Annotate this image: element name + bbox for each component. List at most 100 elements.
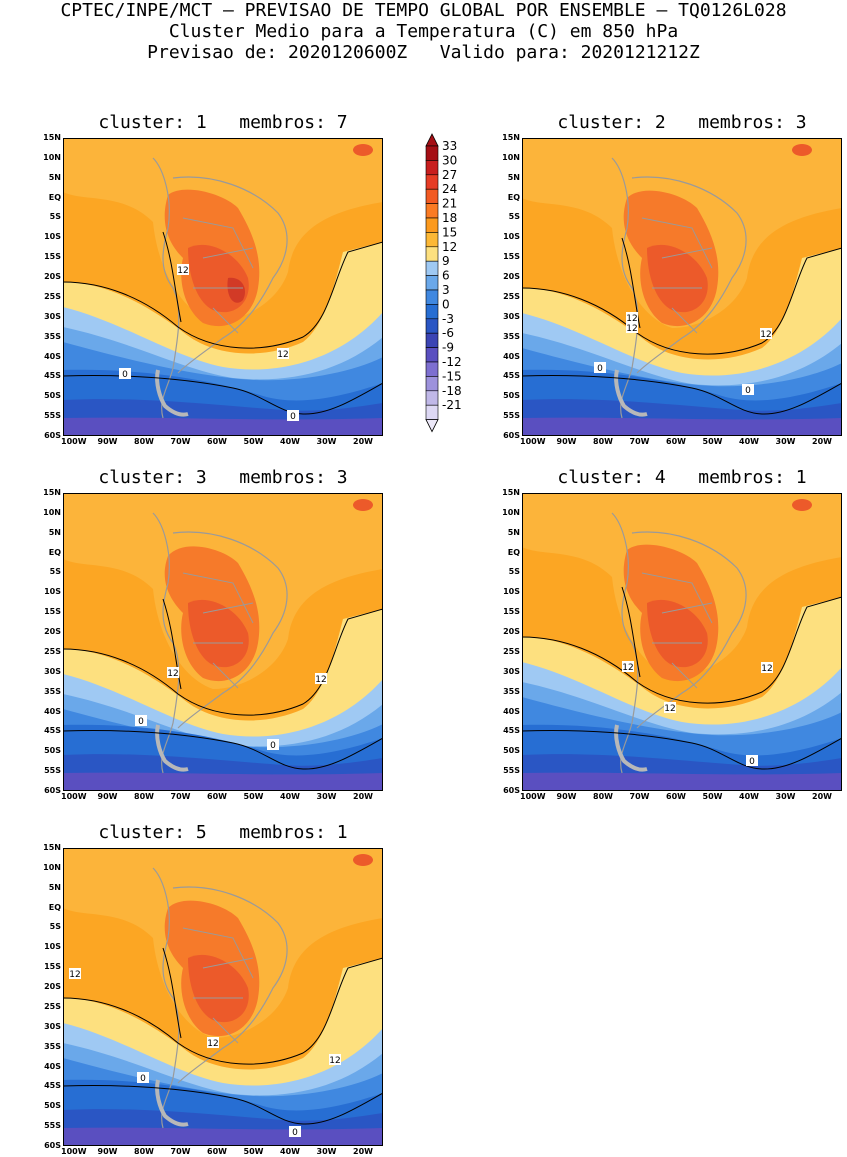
colorbar-label: 3 <box>442 283 450 297</box>
latitude-label: 35S <box>44 686 61 696</box>
colorbar-segment <box>425 289 439 305</box>
longitude-axis-labels: 100W 90W 80W 70W 60W 50W 40W 30W 20W <box>61 437 383 447</box>
colorbar-segment <box>425 160 439 176</box>
longitude-label: 90W <box>97 1147 118 1156</box>
longitude-label: 100W <box>61 792 87 801</box>
colorbar-segment <box>425 347 439 363</box>
colorbar-segment <box>425 203 439 219</box>
contour-label: 12 <box>69 968 81 980</box>
latitude-label: EQ <box>48 547 61 557</box>
longitude-label: 100W <box>61 1147 87 1156</box>
longitude-label: 30W <box>316 1147 337 1156</box>
latitude-label: 55S <box>44 766 61 776</box>
contour-label: 0 <box>135 715 147 727</box>
longitude-label: 100W <box>520 792 546 801</box>
colorbar-label: -6 <box>442 326 454 340</box>
latitude-label: 25S <box>44 646 61 656</box>
latitude-label: 5N <box>507 527 520 537</box>
latitude-label: 35S <box>44 331 61 341</box>
latitude-label: 40S <box>503 351 520 361</box>
svg-text:0: 0 <box>749 757 755 767</box>
contour-label: 12 <box>329 1054 341 1066</box>
colorbar-label: -18 <box>442 384 462 398</box>
latitude-label: 5N <box>507 172 520 182</box>
colorbar-label: -9 <box>442 341 454 355</box>
longitude-label: 30W <box>775 437 796 446</box>
temperature-map-3: 12 12 0 0 <box>63 493 383 791</box>
colorbar-label: -21 <box>442 398 462 412</box>
contour-label: 12 <box>626 312 638 324</box>
longitude-label: 70W <box>170 1147 191 1156</box>
longitude-label: 30W <box>775 792 796 801</box>
latitude-label: 10S <box>503 232 520 242</box>
longitude-label: 30W <box>316 437 337 446</box>
latitude-label: 60S <box>44 786 61 795</box>
contour-label: 12 <box>622 661 634 673</box>
latitude-label: 10S <box>44 587 61 597</box>
svg-text:0: 0 <box>292 1128 298 1138</box>
contour-label: 12 <box>760 328 772 340</box>
latitude-label: 5N <box>48 172 61 182</box>
colorbar-segment <box>425 246 439 262</box>
longitude-label: 90W <box>97 437 118 446</box>
longitude-label: 50W <box>243 1147 264 1156</box>
longitude-label: 30W <box>316 792 337 801</box>
longitude-label: 50W <box>243 437 264 446</box>
latitude-label: 20S <box>44 627 61 637</box>
latitude-label: 35S <box>503 331 520 341</box>
longitude-label: 60W <box>207 792 227 801</box>
latitude-label: 30S <box>503 311 520 321</box>
longitude-label: 60W <box>207 1147 227 1156</box>
latitude-label: 50S <box>503 746 520 756</box>
latitude-label: 20S <box>503 272 520 282</box>
panel-title-2: cluster: 2 membros: 3 <box>557 112 807 133</box>
svg-text:12: 12 <box>177 266 188 276</box>
colorbar-segment <box>425 260 439 276</box>
longitude-axis-labels: 100W 90W 80W 70W 60W 50W 40W 30W 20W <box>61 1147 383 1157</box>
latitude-label: 5S <box>508 567 520 577</box>
colorbar-label: 21 <box>442 197 457 211</box>
svg-text:12: 12 <box>315 675 326 685</box>
latitude-label: 10N <box>502 507 520 517</box>
longitude-label: 90W <box>97 792 118 801</box>
colorbar-segment <box>425 361 439 377</box>
longitude-label: 80W <box>593 792 613 801</box>
longitude-label: 40W <box>739 792 759 801</box>
latitude-label: 25S <box>44 291 61 301</box>
svg-text:0: 0 <box>140 1074 146 1084</box>
longitude-label: 40W <box>280 437 300 446</box>
latitude-label: 60S <box>44 431 61 440</box>
panel-title-4: cluster: 4 membros: 1 <box>557 467 807 488</box>
svg-text:12: 12 <box>167 669 178 679</box>
latitude-label: EQ <box>48 192 61 202</box>
colorbar-label: 33 <box>442 139 457 153</box>
latitude-label: 50S <box>44 391 61 401</box>
colorbar-segment <box>425 318 439 334</box>
contour-label: 12 <box>664 702 676 714</box>
latitude-label: 30S <box>44 1021 61 1031</box>
latitude-label: 25S <box>503 646 520 656</box>
latitude-label: 30S <box>44 311 61 321</box>
contour-label: 12 <box>177 264 189 276</box>
longitude-label: 60W <box>666 437 686 446</box>
latitude-label: 45S <box>44 1081 61 1091</box>
colorbar-segment <box>425 376 439 392</box>
colorbar-segment <box>425 404 439 420</box>
svg-text:12: 12 <box>760 330 771 340</box>
latitude-label: 60S <box>503 431 520 440</box>
latitude-label: 15N <box>502 133 520 142</box>
latitude-label: 40S <box>44 706 61 716</box>
colorbar-label: 0 <box>442 297 450 311</box>
longitude-label: 20W <box>353 437 373 446</box>
latitude-label: 45S <box>503 371 520 381</box>
svg-text:0: 0 <box>290 412 296 422</box>
panel-title-1: cluster: 1 membros: 7 <box>98 112 348 133</box>
panel-title-5: cluster: 5 membros: 1 <box>98 822 348 843</box>
temperature-map-2: 12 12 12 0 0 <box>522 138 842 436</box>
colorbar-label: 27 <box>442 168 457 182</box>
svg-text:12: 12 <box>626 314 637 324</box>
colorbar-label: 24 <box>442 182 457 196</box>
svg-text:12: 12 <box>207 1039 218 1049</box>
latitude-label: 15S <box>503 607 520 617</box>
colorbar-label: 9 <box>442 254 450 268</box>
